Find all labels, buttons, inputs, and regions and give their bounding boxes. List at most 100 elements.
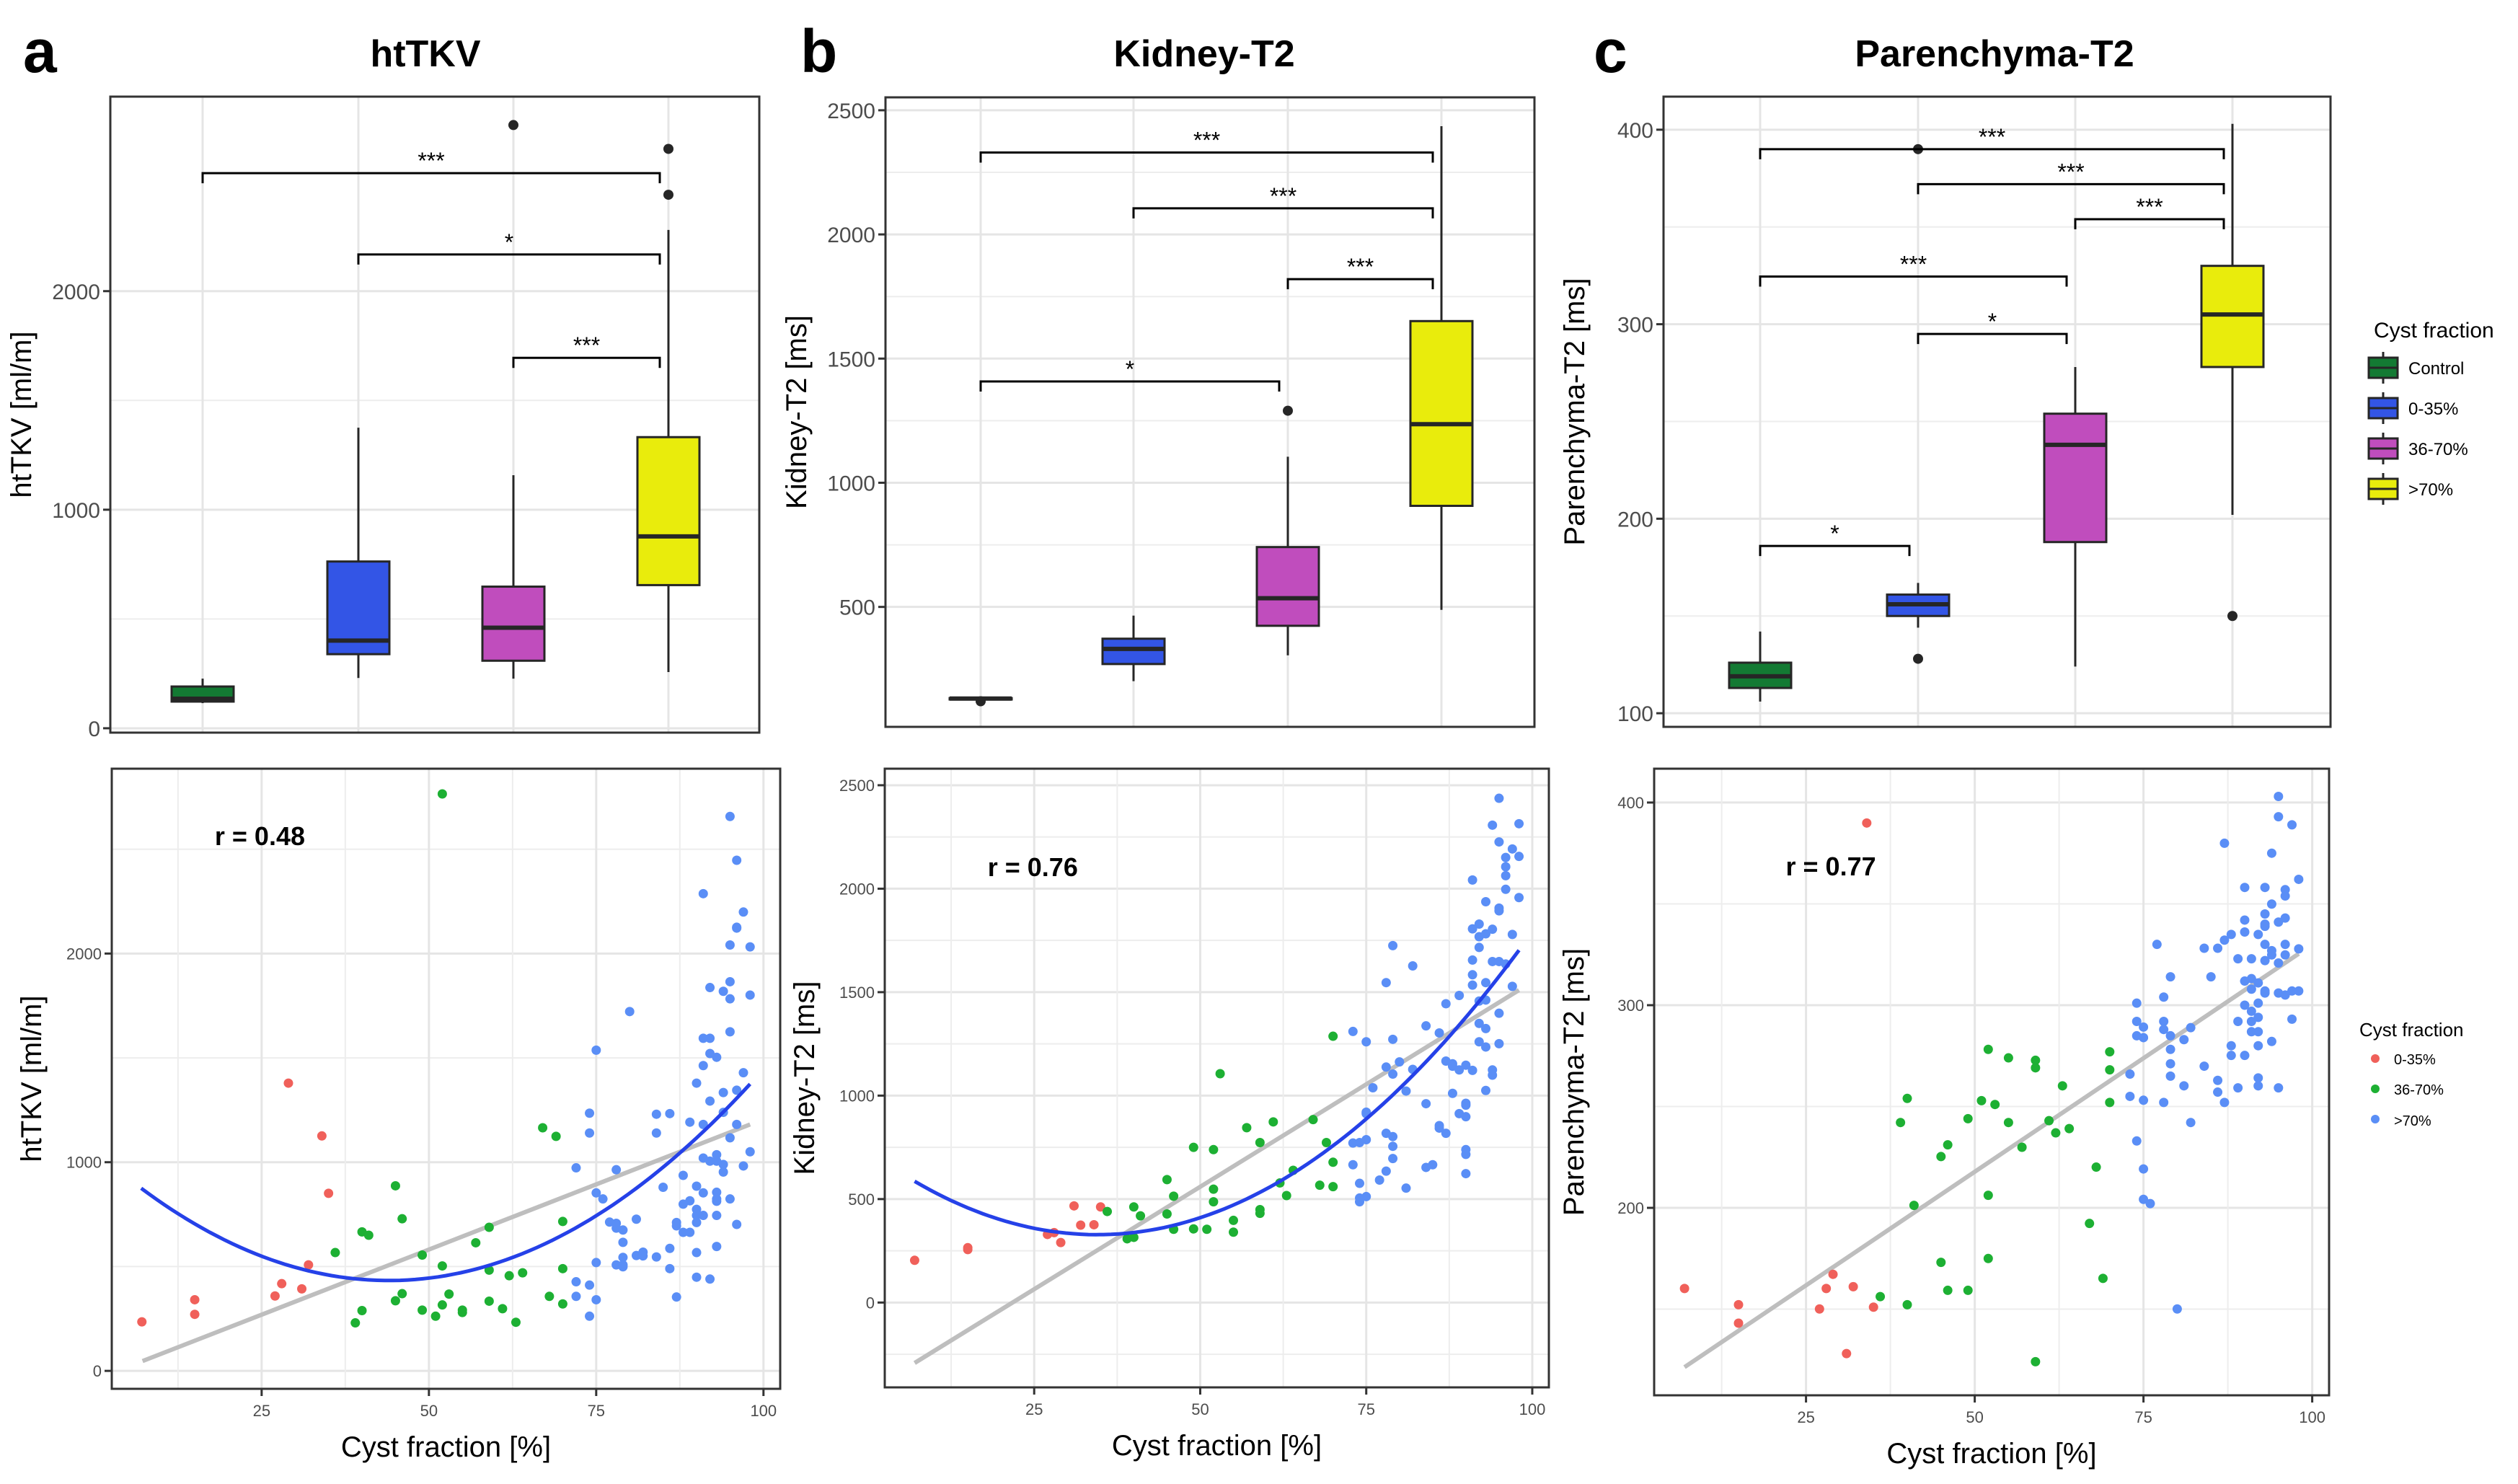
scatter-point [738, 1161, 748, 1171]
scatter-point [1401, 1086, 1411, 1096]
box->70% [1409, 125, 1474, 610]
scatter-point [1381, 1062, 1391, 1072]
significance-label: *** [573, 332, 600, 358]
scatter-point [2044, 1116, 2054, 1126]
scatter-point [2240, 883, 2250, 893]
box->70% [2200, 123, 2265, 622]
x-tick-label: 75 [588, 1402, 605, 1420]
scatter-point [725, 1133, 735, 1143]
scatter-point [2253, 998, 2263, 1008]
scatter-point [2213, 1087, 2223, 1097]
scatter-point [1388, 1069, 1398, 1079]
scatter-point [671, 1292, 681, 1302]
scatter-point [2287, 1014, 2297, 1024]
scatter-point [725, 940, 735, 950]
scatter-point [1209, 1197, 1219, 1207]
y-tick-label: 400 [1617, 119, 1653, 143]
scatter-point [1361, 1135, 1371, 1145]
scatter-point [1868, 1302, 1878, 1312]
scatter-point [2260, 955, 2270, 966]
box-Control [948, 696, 1013, 707]
scatter-point [1488, 924, 1498, 935]
scatter-point [624, 1007, 635, 1017]
panel-title: Kidney-T2 [1113, 33, 1294, 75]
scatter-point [1481, 1085, 1491, 1095]
scatter-point [585, 1280, 595, 1290]
scatter-point [718, 1087, 728, 1097]
scatter-point [2294, 874, 2304, 884]
significance-label: *** [418, 148, 444, 174]
scatter-point [725, 976, 735, 986]
y-tick-label: 200 [1617, 508, 1653, 531]
quadratic-fit-curve [914, 949, 1521, 1237]
scatter-point [1229, 1215, 1239, 1225]
scatter-point [692, 1217, 702, 1227]
scatter-point [1321, 1138, 1331, 1148]
scatter-point [2139, 1022, 2149, 1032]
scatter-point [1395, 1057, 1405, 1067]
scatter-point [618, 1253, 628, 1263]
scatter-point [2159, 1097, 2169, 1108]
scatter-point [745, 990, 755, 1000]
scatter-point [2253, 929, 2263, 940]
scatter-point [1355, 1197, 1365, 1207]
scatter-point [471, 1237, 481, 1247]
box->70% [636, 143, 701, 673]
scatter-point [1095, 1202, 1105, 1212]
panel-letter: c [1594, 17, 1627, 85]
box-0-35% [1101, 615, 1166, 681]
scatter-point [1481, 1042, 1491, 1052]
plot-background [885, 769, 1549, 1387]
significance-bracket: *** [1759, 252, 2068, 287]
legend-boxplot-label-0-35: 0-35% [2408, 399, 2458, 419]
scatter-point [1242, 1123, 1252, 1133]
box-outlier [508, 120, 518, 131]
y-axis-title: htTKV [ml/m] [6, 331, 37, 498]
scatter-point [390, 1180, 400, 1191]
scatter-point [538, 1123, 548, 1133]
scatter-point [591, 1258, 601, 1268]
linear-fit-line [1683, 952, 2300, 1369]
scatter-point [1963, 1113, 1973, 1123]
scatter-point [651, 1252, 661, 1262]
y-tick-label: 0 [866, 1294, 875, 1312]
scatter-point [1481, 1023, 1491, 1033]
scatter-point [1733, 1299, 1744, 1309]
scatter-point [324, 1188, 334, 1198]
scatter-point [1268, 1117, 1278, 1127]
scatter-point [2240, 927, 2250, 937]
significance-label: *** [1900, 252, 1927, 278]
scatter-point [1388, 1034, 1398, 1044]
scatter-point [1128, 1232, 1139, 1242]
plot-frame [110, 767, 782, 1390]
scatter-point [498, 1304, 508, 1314]
panel-b-scatter: 0 500 1000 1500 2000 2500 25 50 75 100 r = 0.76 Cys… [789, 767, 1550, 1462]
scatter-point [1255, 1209, 1265, 1219]
y-tick-label: 0 [93, 1362, 102, 1380]
significance-label: *** [1193, 127, 1220, 153]
bracket-line [201, 172, 661, 184]
scatter-point [2280, 990, 2290, 1000]
scatter-point [1983, 1253, 1993, 1263]
scatter-point [1862, 818, 1872, 828]
scatter-point [1169, 1191, 1179, 1201]
scatter-point [585, 1128, 595, 1138]
scatter-point [1474, 1018, 1484, 1028]
scatter-point [1896, 1118, 1906, 1128]
y-tick-label: 1000 [827, 472, 875, 495]
scatter-point [1514, 852, 1524, 862]
linear-fit-line [141, 1122, 751, 1364]
scatter-point [1474, 1037, 1484, 1047]
scatter-point [692, 1211, 702, 1221]
scatter-point [678, 1227, 688, 1237]
scatter-point [611, 1165, 622, 1175]
scatter-point [745, 942, 755, 952]
scatter-point [1507, 844, 1517, 854]
scatter-point [618, 1262, 628, 1272]
scatter-series-0-35% [137, 1078, 334, 1327]
legend-scatter: Cyst fraction 0-35% 36-70% >70% [2359, 1019, 2464, 1129]
scatter-point [2105, 1047, 2115, 1057]
scatter-point [2253, 1027, 2263, 1037]
